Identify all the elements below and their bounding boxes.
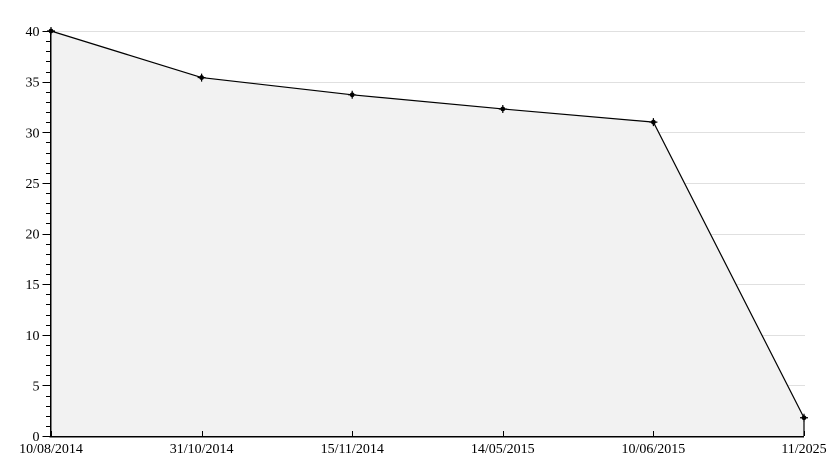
y-axis-tick-label: 20 [26, 228, 40, 243]
data-point-marker [197, 73, 206, 82]
marker-spikes [498, 104, 507, 113]
area-fill [51, 31, 804, 436]
y-axis-tick-label: 15 [26, 278, 40, 293]
data-point-marker [47, 27, 55, 35]
x-axis-tick-label: 14/05/2015 [471, 442, 535, 457]
x-axis-tick-label: 11/2025 [781, 442, 826, 457]
y-axis-tick-label: 25 [26, 177, 40, 192]
y-axis-tick-label: 5 [33, 379, 40, 394]
marker-spikes [47, 27, 55, 35]
data-point-marker [649, 118, 658, 127]
y-axis-tick-label: 30 [26, 126, 40, 141]
marker-spikes [197, 73, 206, 82]
data-point-marker [348, 90, 357, 99]
x-axis-tick-label: 10/06/2015 [622, 442, 686, 457]
x-axis-tick-label: 15/11/2014 [321, 442, 384, 457]
y-axis-tick-label: 40 [26, 25, 40, 40]
marker-spikes [348, 90, 357, 99]
y-axis-tick-label: 35 [26, 76, 40, 91]
x-axis-tick-label: 10/08/2014 [19, 442, 83, 457]
marker-spikes [800, 413, 808, 422]
x-axis-tick-label: 31/10/2014 [170, 442, 234, 457]
data-point-marker [498, 104, 507, 113]
data-point-marker [800, 413, 808, 422]
y-axis-tick-label: 10 [26, 329, 40, 344]
y-axis-tick-label: 0 [33, 430, 40, 445]
marker-spikes [649, 118, 658, 127]
